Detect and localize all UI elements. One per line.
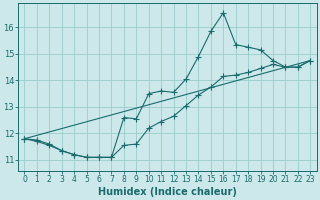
- X-axis label: Humidex (Indice chaleur): Humidex (Indice chaleur): [98, 187, 237, 197]
